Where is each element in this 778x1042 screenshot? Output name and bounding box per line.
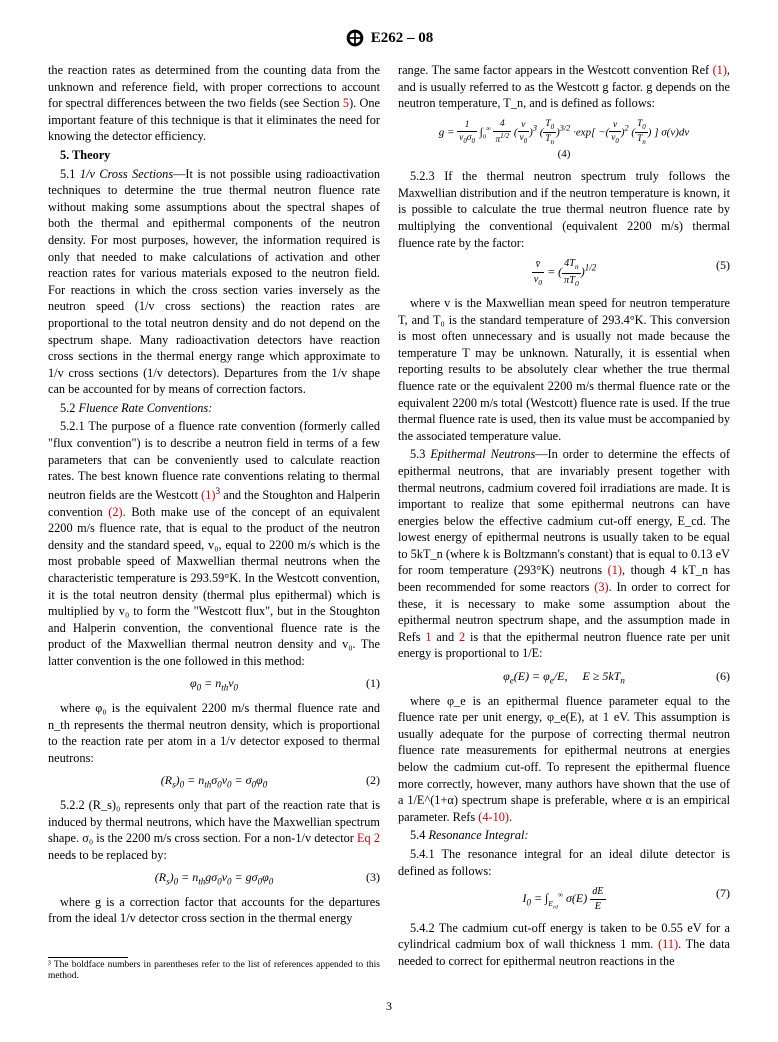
section-5-title: 5. Theory (48, 147, 380, 164)
section-5-2-1: 5.2.1 The purpose of a fluence rate conv… (48, 418, 380, 669)
astm-logo (345, 28, 365, 48)
designation: E262 – 08 (371, 30, 434, 47)
equation-5: v̄v0 = (4TnπT0)1/2 (5) (398, 257, 730, 289)
ref-4-10: (4-10) (478, 810, 509, 824)
intro-cont: the reaction rates as determined from th… (48, 62, 380, 145)
ref-2a: (2) (108, 505, 122, 519)
ref-eq2: Eq 2 (357, 831, 380, 845)
section-5-4-1: 5.4.1 The resonance integral for an idea… (398, 846, 730, 879)
ref-11: (11) (658, 937, 678, 951)
eq1-followup: where φ₀ is the equivalent 2200 m/s ther… (48, 700, 380, 766)
ref-1b: (1) (713, 63, 727, 77)
section-5-1: 5.1 1/v Cross Sections—It is not possibl… (48, 166, 380, 398)
ref-1a: (1) (201, 488, 215, 502)
section-5-4: 5.4 Resonance Integral: (398, 827, 730, 844)
section-5-2-2: 5.2.2 (R_s)₀ represents only that part o… (48, 797, 380, 863)
equation-1: φ0 = nthv0(1) (48, 675, 380, 694)
equation-2: (Rs)0 = nthσ0v0 = σ0φ0(2) (48, 772, 380, 791)
section-5-2-3: 5.2.3 If the thermal neutron spectrum tr… (398, 168, 730, 251)
equation-7: I0 = ∫Ecd∞ σ(E) dEE (7) (398, 885, 730, 914)
ref-1c: (1) (608, 563, 622, 577)
equation-4: g = 1v0σ0 ∫0∞ 4π1/2 (vv0)3 (T0Tn)3/2 ·ex… (398, 118, 730, 163)
eq3-followup: where g is a correction factor that acco… (48, 894, 380, 927)
page-header: E262 – 08 (48, 28, 730, 48)
section-5-2: 5.2 Fluence Rate Conventions: (48, 400, 380, 417)
col2-intro: range. The same factor appears in the We… (398, 62, 730, 112)
eq6-followup: where φ_e is an epithermal fluence param… (398, 693, 730, 826)
equation-6: φe(E) = φe/E, E ≥ 5kTn(6) (398, 668, 730, 687)
section-5-3: 5.3 Epithermal Neutrons—In order to dete… (398, 446, 730, 662)
footnote-rule (48, 957, 128, 958)
eq5-followup: where v is the Maxwellian mean speed for… (398, 295, 730, 444)
ref-3: (3) (594, 580, 608, 594)
page-number: 3 (48, 999, 730, 1014)
section-5-4-2: 5.4.2 The cadmium cut-off energy is take… (398, 920, 730, 970)
footnote-3: ³ The boldface numbers in parentheses re… (48, 960, 380, 983)
equation-3: (Rs)0 = nthgσ0v0 = gσ0φ0(3) (48, 869, 380, 888)
